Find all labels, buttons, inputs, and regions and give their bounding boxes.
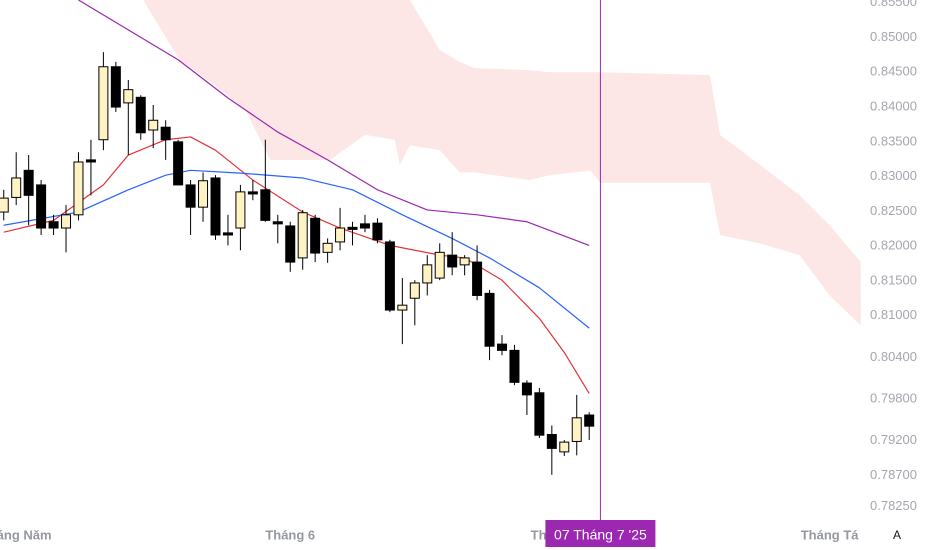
candle-body: [36, 184, 47, 229]
candle-body: [297, 212, 308, 259]
candle-body: [472, 261, 483, 296]
moving-average: [3, 169, 590, 329]
candle-body: [359, 223, 370, 229]
candle-body: [310, 217, 321, 254]
auto-scale-button[interactable]: [885, 523, 909, 547]
y-tick-label: 0.78700: [870, 467, 917, 482]
candle-body: [497, 343, 508, 351]
y-tick-label: 0.79200: [870, 432, 917, 447]
candle-body: [123, 89, 134, 104]
candle-layer: [0, 52, 595, 475]
candle-body: [447, 254, 458, 268]
candle-body: [23, 169, 34, 196]
candle-body: [384, 241, 395, 311]
candle-body: [559, 441, 570, 453]
candle-body: [322, 242, 333, 253]
y-tick-label: 0.84500: [870, 64, 917, 79]
candle-body: [0, 197, 9, 213]
candle-body: [272, 221, 283, 225]
candle-body: [210, 177, 221, 236]
y-tick-label: 0.83500: [870, 133, 917, 148]
candle-body: [335, 227, 346, 243]
y-tick-label: 0.81000: [870, 307, 917, 322]
auto-scale-label[interactable]: A: [893, 528, 901, 542]
candle-body: [571, 417, 582, 442]
y-tick-label: 0.85500: [870, 0, 917, 9]
candle-body: [434, 251, 445, 279]
candle-body: [48, 221, 59, 229]
candle-body: [534, 392, 545, 436]
candle-body: [198, 180, 209, 208]
candle-body: [521, 382, 532, 396]
cloud-layer: [143, 0, 861, 326]
x-tick-label: Tháng Năm: [0, 527, 52, 542]
y-tick-label: 0.83000: [870, 168, 917, 183]
x-tick-label: Tháng Tá: [801, 527, 860, 542]
x-tick-label: Tháng 6: [265, 527, 315, 542]
y-tick-label: 0.80400: [870, 349, 917, 364]
candle-body: [148, 119, 159, 131]
moving-average: [78, 0, 590, 246]
candle-body: [135, 96, 146, 134]
y-tick-label: 0.79800: [870, 390, 917, 405]
candle-body: [61, 214, 72, 229]
candle-body: [347, 226, 358, 230]
axis-layer: 0.85500 0.85000 0.84500 0.84000 0.83500 0.830…: [0, 0, 917, 547]
crosshair-label-box: [545, 520, 656, 547]
candle-body: [247, 191, 258, 195]
candle-body: [110, 66, 121, 108]
candle-body: [235, 191, 246, 229]
candle-body: [397, 304, 408, 311]
cloud: [143, 0, 861, 326]
candle-body: [372, 222, 383, 241]
y-tick-label: 0.82500: [870, 203, 917, 218]
candle-body: [422, 264, 433, 284]
candle-body: [546, 433, 557, 449]
candle-body: [73, 161, 84, 216]
candle-body: [484, 292, 495, 347]
candle-body: [185, 184, 196, 208]
candle-body: [222, 232, 233, 236]
y-tick-label: 0.84000: [870, 98, 917, 113]
y-tick-label: 0.85000: [870, 29, 917, 44]
crosshair-label: 07 Tháng 7 '25: [554, 527, 647, 543]
candle-body: [98, 66, 109, 141]
candle-body: [584, 414, 595, 427]
candle-body: [11, 177, 22, 198]
candle-body: [173, 141, 184, 186]
candle-body: [409, 282, 420, 299]
candle-body: [85, 159, 96, 163]
candle-body: [285, 225, 296, 263]
candle-body: [160, 126, 171, 141]
candle-body: [260, 189, 271, 221]
y-tick-label: 0.82000: [870, 238, 917, 253]
y-tick-label: 0.78250: [870, 498, 917, 513]
candle-body: [509, 349, 520, 383]
y-tick-label: 0.81500: [870, 272, 917, 287]
candle-body: [459, 257, 470, 266]
